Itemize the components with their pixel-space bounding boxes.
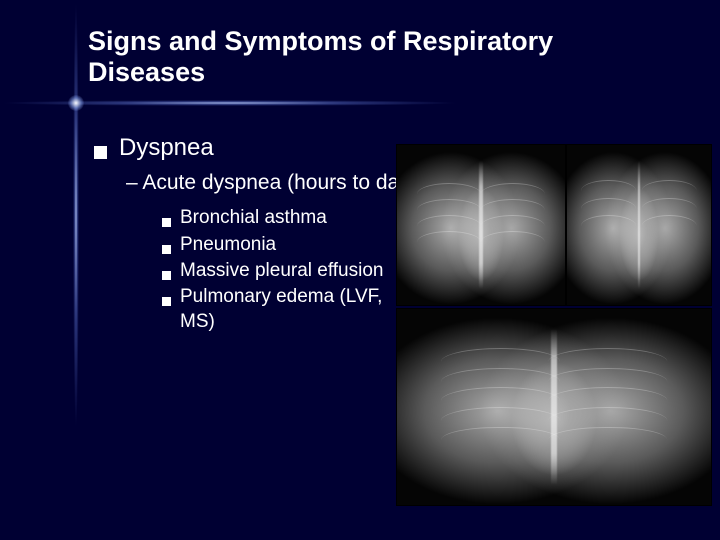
xray-bottom <box>396 308 712 506</box>
xray-top-right <box>566 144 712 306</box>
list-item: Pulmonary edema (LVF, MS) <box>162 285 412 334</box>
list-item: Bronchial asthma <box>162 206 412 230</box>
square-bullet-icon <box>162 218 171 227</box>
square-bullet-icon <box>94 146 107 159</box>
bullet-lvl3-text: Pneumonia <box>180 233 276 257</box>
bullet-lvl3-text: Pulmonary edema (LVF, MS) <box>180 285 412 334</box>
lens-flare-cross <box>76 103 77 104</box>
xray-top-left <box>396 144 566 306</box>
list-item: Pneumonia <box>162 233 412 257</box>
bullet-lvl3-text: Bronchial asthma <box>180 206 327 230</box>
xray-image-group <box>396 144 712 506</box>
slide-title: Signs and Symptoms of Respiratory Diseas… <box>88 26 668 88</box>
square-bullet-icon <box>162 245 171 254</box>
square-bullet-icon <box>162 271 171 280</box>
bullet-lvl3-text: Massive pleural effusion <box>180 259 383 283</box>
bullet-lvl1-text: Dyspnea <box>119 134 214 162</box>
lens-flare-core <box>68 95 84 111</box>
bullet-level-3-list: Bronchial asthma Pneumonia Massive pleur… <box>162 206 412 334</box>
square-bullet-icon <box>162 297 171 306</box>
list-item: Massive pleural effusion <box>162 259 412 283</box>
